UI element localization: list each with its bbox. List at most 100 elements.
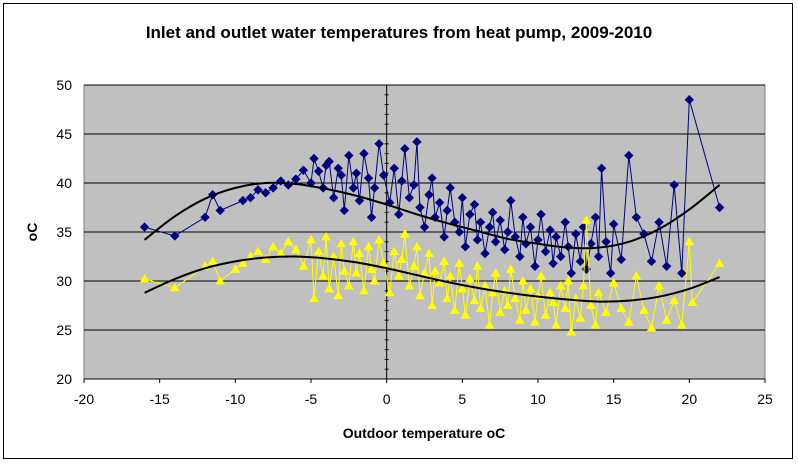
data-point — [684, 94, 695, 105]
data-point — [313, 246, 324, 256]
data-point — [624, 150, 634, 161]
data-point — [506, 195, 516, 206]
data-point — [677, 268, 687, 278]
data-point — [396, 254, 407, 263]
data-point — [661, 261, 672, 272]
data-point — [309, 153, 319, 164]
data-point — [343, 280, 354, 290]
data-point — [540, 310, 551, 319]
data-point — [616, 254, 626, 265]
data-point — [442, 293, 453, 303]
data-point — [291, 244, 301, 254]
data-point — [306, 234, 316, 244]
data-point — [215, 275, 226, 285]
data-point — [555, 251, 566, 262]
data-point — [238, 195, 248, 206]
data-point — [324, 283, 335, 293]
data-point — [551, 320, 562, 329]
data-point — [590, 212, 601, 223]
series-layer — [139, 94, 725, 336]
data-point — [333, 163, 343, 174]
data-point — [469, 199, 480, 210]
data-point — [472, 261, 483, 270]
data-point — [354, 195, 365, 206]
data-point — [590, 320, 601, 329]
data-point — [454, 227, 465, 237]
data-point — [415, 202, 425, 213]
data-point — [378, 170, 389, 180]
data-point — [631, 271, 642, 280]
data-point — [449, 305, 460, 314]
x-tick-label: 15 — [606, 391, 622, 407]
data-point — [348, 236, 359, 246]
data-point — [268, 241, 279, 251]
data-point — [394, 209, 404, 220]
data-point — [344, 150, 354, 161]
data-point — [409, 261, 419, 270]
data-point — [207, 256, 218, 265]
data-point — [548, 297, 558, 307]
data-point — [298, 165, 309, 175]
data-point — [515, 251, 525, 262]
trendline-2 — [144, 255, 720, 303]
data-point — [397, 176, 407, 186]
x-tick-label: -20 — [74, 391, 94, 407]
data-point — [505, 264, 516, 273]
x-tick-label: 25 — [757, 391, 773, 407]
data-point — [404, 280, 415, 290]
data-point — [374, 234, 384, 244]
data-point — [348, 183, 359, 193]
data-point — [412, 241, 422, 251]
y-tick-label: 20 — [56, 371, 72, 387]
data-point — [540, 246, 551, 257]
data-point — [384, 287, 395, 297]
data-point — [631, 212, 642, 223]
x-tick-label: 10 — [530, 391, 546, 407]
data-point — [434, 197, 445, 208]
data-point — [536, 271, 546, 280]
data-point — [260, 254, 271, 263]
series-1 — [139, 94, 725, 278]
tick-labels: -20 -15 -10 -5 0 5 10 15 20 25 20 25 30 35 40 45 50 — [56, 77, 773, 407]
data-point — [424, 248, 434, 258]
data-point — [605, 268, 616, 278]
data-point — [230, 264, 241, 273]
data-point — [457, 283, 468, 293]
data-point — [676, 320, 687, 329]
data-point — [427, 300, 437, 309]
data-point — [484, 320, 495, 329]
data-point — [487, 287, 498, 297]
data-point — [472, 235, 483, 245]
data-point — [669, 295, 680, 305]
data-point — [434, 277, 445, 287]
x-tick-label: -5 — [305, 391, 318, 407]
data-point — [445, 271, 456, 280]
data-point — [487, 207, 498, 218]
chart-title: Inlet and outlet water temperatures from… — [146, 23, 652, 42]
data-point — [351, 168, 362, 178]
data-point — [654, 280, 664, 290]
data-point — [502, 300, 513, 309]
data-point — [400, 143, 410, 154]
data-point — [260, 188, 271, 198]
x-tick-label: 0 — [383, 391, 391, 407]
data-point — [354, 248, 365, 258]
data-point — [555, 280, 566, 290]
data-point — [245, 192, 256, 203]
data-point — [324, 156, 334, 167]
data-point — [608, 277, 619, 287]
y-tick-label: 45 — [56, 126, 72, 142]
data-point — [714, 258, 725, 267]
data-point — [593, 287, 604, 297]
y-tick-label: 30 — [56, 273, 72, 289]
data-point — [439, 232, 449, 242]
data-point — [412, 137, 422, 147]
data-point — [336, 238, 347, 248]
data-point — [503, 227, 513, 237]
y-tick-label: 40 — [56, 175, 72, 191]
data-point — [661, 315, 672, 324]
data-point — [309, 293, 319, 303]
data-point — [318, 271, 328, 280]
data-point — [646, 323, 657, 332]
data-point — [268, 183, 278, 193]
